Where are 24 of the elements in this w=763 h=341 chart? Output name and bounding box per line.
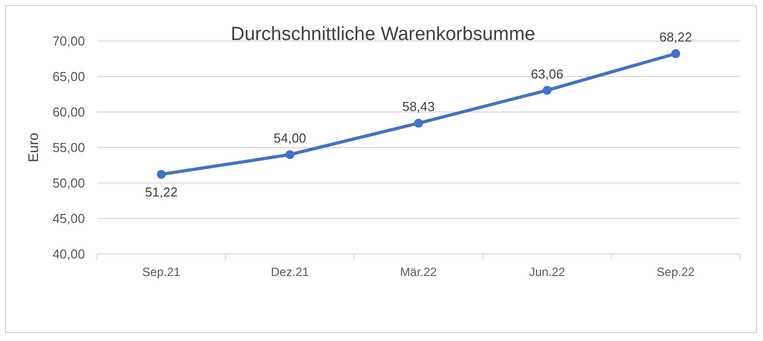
y-tick-label: 45,00 [52,211,85,226]
point [285,150,294,160]
data-label: 58,43 [402,99,435,114]
data-label: 54,00 [274,130,306,146]
y-tick-label: 50,00 [52,176,85,190]
point [156,170,166,179]
y-tick-label: 55,00 [52,140,85,155]
x-tick-label: Dez.21 [270,265,310,279]
x-tick-label: Sep.21 [142,265,181,279]
x-tick-label: Sep.22 [656,265,696,279]
data-label: 63,06 [530,66,564,82]
y-tick-label: 60,00 [52,104,85,120]
data-label: 51,22 [145,184,178,200]
y-axis-title: Euro [25,132,41,162]
y-tick-label: 65,00 [52,69,85,84]
point [542,86,552,95]
y-tick-label: 70,00 [52,34,85,48]
point [414,118,423,128]
x-tick-label: Mär.22 [400,265,438,279]
chart-title: Durchschnittliche Warenkorbsumme [230,24,536,45]
x-tick-label: Jun.22 [529,265,566,279]
data-label: 68,22 [659,30,692,45]
y-tick-label: 40,00 [52,246,85,262]
point [671,49,680,58]
